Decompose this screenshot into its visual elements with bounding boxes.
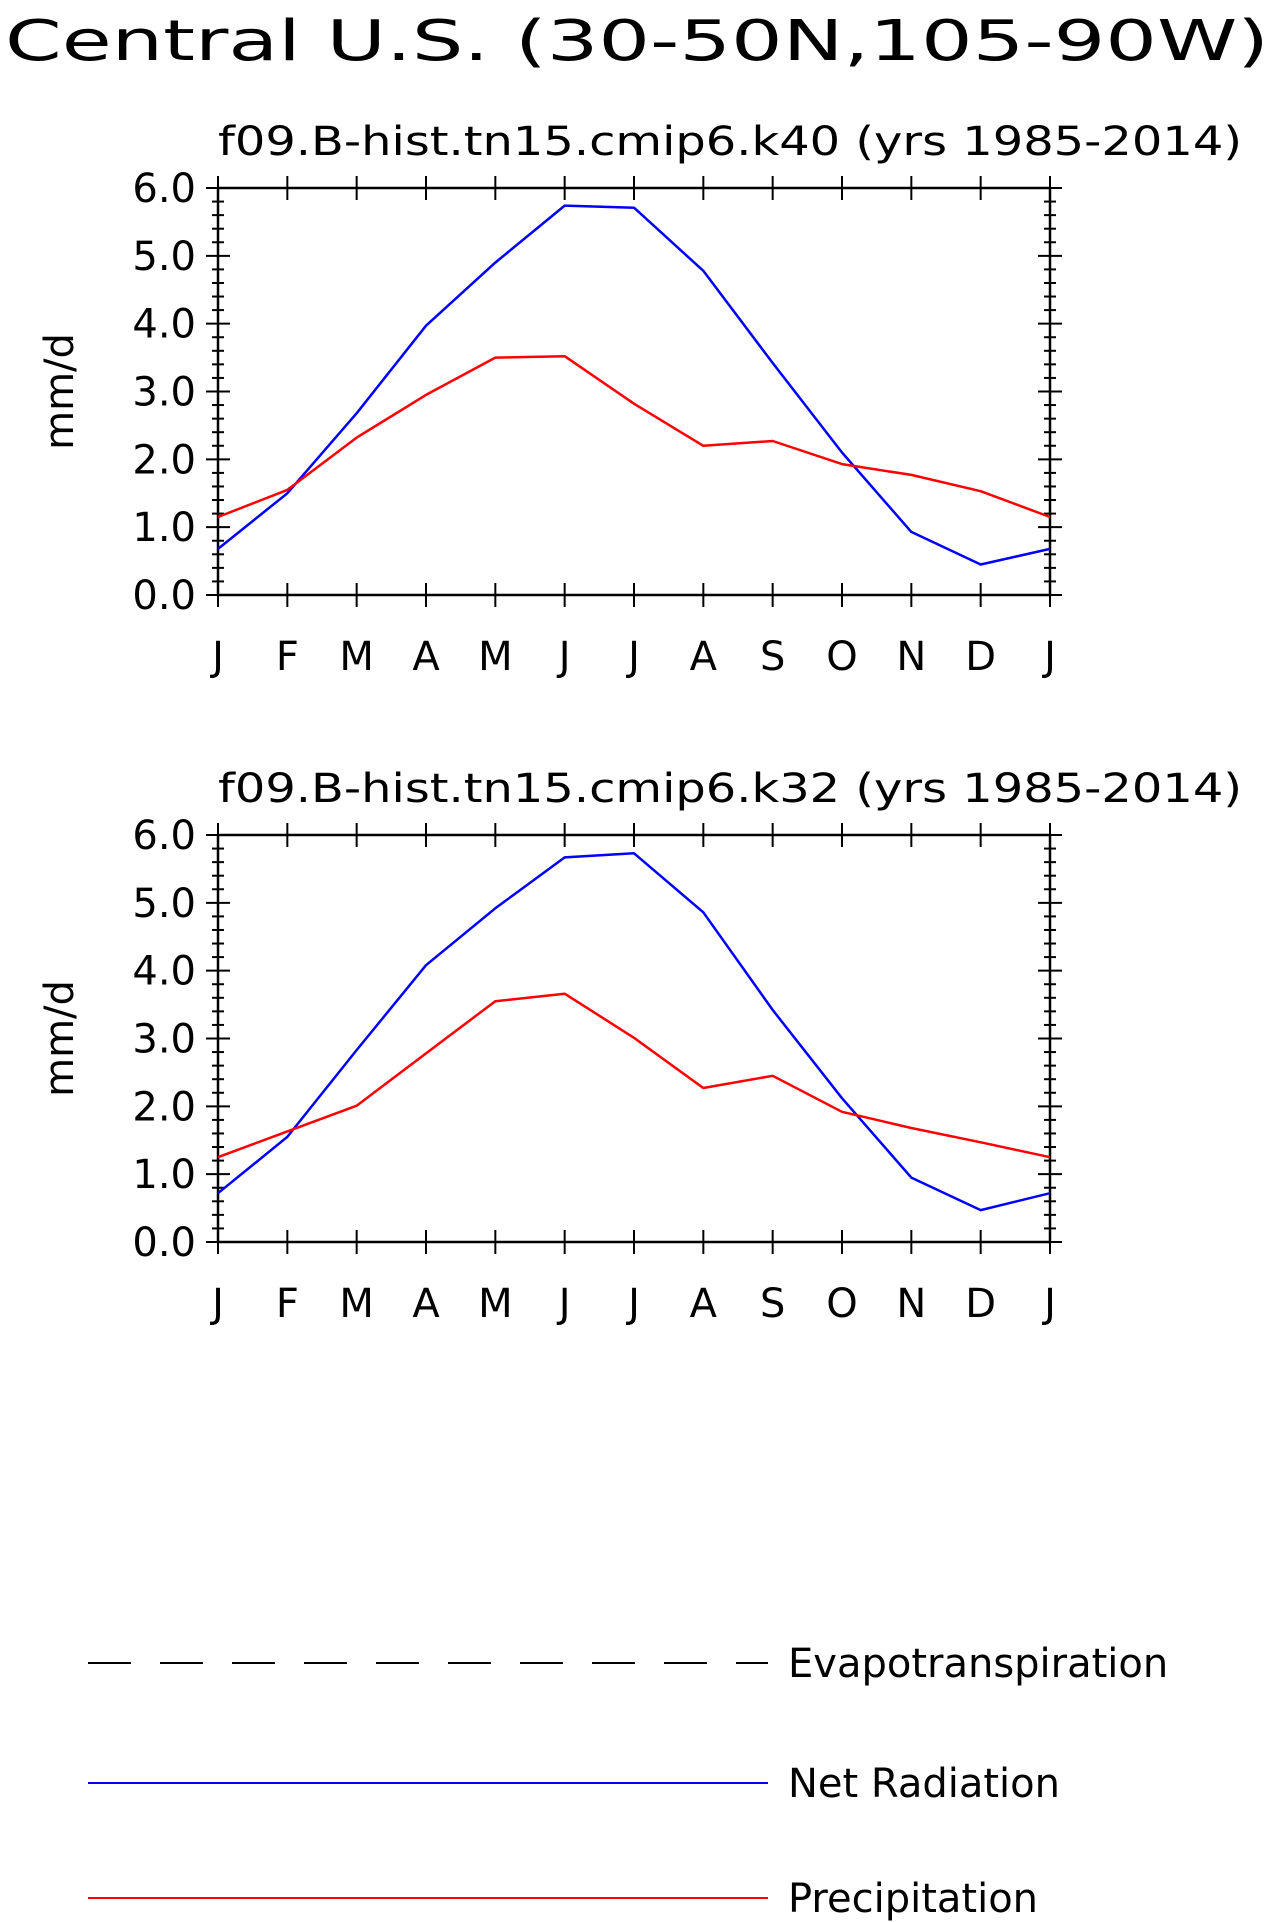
y-tick-label: 0.0 — [132, 573, 196, 619]
chart-panel-1: f09.B-hist.tn15.cmip6.k40 (yrs 1985-2014… — [37, 119, 1242, 680]
x-tick-label: O — [826, 634, 857, 680]
x-tick-label: A — [412, 1281, 440, 1327]
series-line-net-radiation — [217, 852, 1051, 1212]
y-tick-label: 2.0 — [132, 1084, 196, 1130]
x-tick-label: F — [276, 1281, 299, 1327]
y-tick-label: 6.0 — [132, 813, 196, 859]
legend-label-precipitation: Precipitation — [788, 1876, 1038, 1922]
x-tick-label: J — [556, 1281, 571, 1327]
x-tick-label: M — [478, 634, 513, 680]
x-tick-label: N — [896, 1281, 926, 1327]
y-tick-label: 5.0 — [132, 234, 196, 280]
x-tick-label: A — [690, 1281, 718, 1327]
legend-label-net-radiation: Net Radiation — [788, 1761, 1060, 1807]
x-tick-label: J — [556, 634, 571, 680]
y-tick-label: 3.0 — [132, 370, 196, 416]
y-axis-label: mm/d — [37, 980, 83, 1097]
x-tick-label: S — [760, 634, 785, 680]
x-tick-label: J — [1041, 1281, 1056, 1327]
y-tick-label: 2.0 — [132, 437, 196, 483]
y-tick-label: 0.0 — [132, 1220, 196, 1266]
y-tick-label: 6.0 — [132, 166, 196, 212]
chart-panels: f09.B-hist.tn15.cmip6.k40 (yrs 1985-2014… — [37, 119, 1242, 1327]
x-tick-label: J — [1041, 634, 1056, 680]
plot-frame — [216, 186, 1052, 597]
x-tick-label: A — [412, 634, 440, 680]
x-tick-label: A — [690, 634, 718, 680]
x-tick-label: J — [625, 634, 640, 680]
legend-label-evapotranspiration: Evapotranspiration — [788, 1641, 1168, 1687]
chart-title: f09.B-hist.tn15.cmip6.k40 (yrs 1985-2014… — [218, 119, 1242, 165]
x-tick-label: M — [478, 1281, 513, 1327]
y-tick-label: 5.0 — [132, 881, 196, 927]
chart-title: f09.B-hist.tn15.cmip6.k32 (yrs 1985-2014… — [218, 766, 1242, 812]
y-tick-label: 1.0 — [132, 1152, 196, 1198]
series-line-net-radiation — [217, 204, 1051, 566]
x-tick-label: N — [896, 634, 926, 680]
x-tick-label: S — [760, 1281, 785, 1327]
legend: Evapotranspiration Net Radiation Precipita… — [88, 1641, 1168, 1922]
x-tick-label: M — [339, 634, 374, 680]
x-tick-label: J — [209, 634, 224, 680]
x-tick-label: J — [625, 1281, 640, 1327]
y-tick-label: 1.0 — [132, 505, 196, 551]
chart-panel-2: f09.B-hist.tn15.cmip6.k32 (yrs 1985-2014… — [37, 766, 1242, 1327]
y-tick-label: 3.0 — [132, 1017, 196, 1063]
series-line-precipitation — [217, 992, 1051, 1159]
x-tick-label: O — [826, 1281, 857, 1327]
x-tick-label: F — [276, 634, 299, 680]
series-line-precipitation — [217, 354, 1051, 519]
x-tick-label: D — [965, 1281, 996, 1327]
x-tick-label: D — [965, 634, 996, 680]
figure-title: Central U.S. (30-50N,105-90W) — [5, 9, 1269, 74]
x-tick-label: J — [209, 1281, 224, 1327]
y-tick-label: 4.0 — [132, 302, 196, 348]
y-tick-label: 4.0 — [132, 949, 196, 995]
x-tick-label: M — [339, 1281, 374, 1327]
y-axis-label: mm/d — [37, 333, 83, 450]
